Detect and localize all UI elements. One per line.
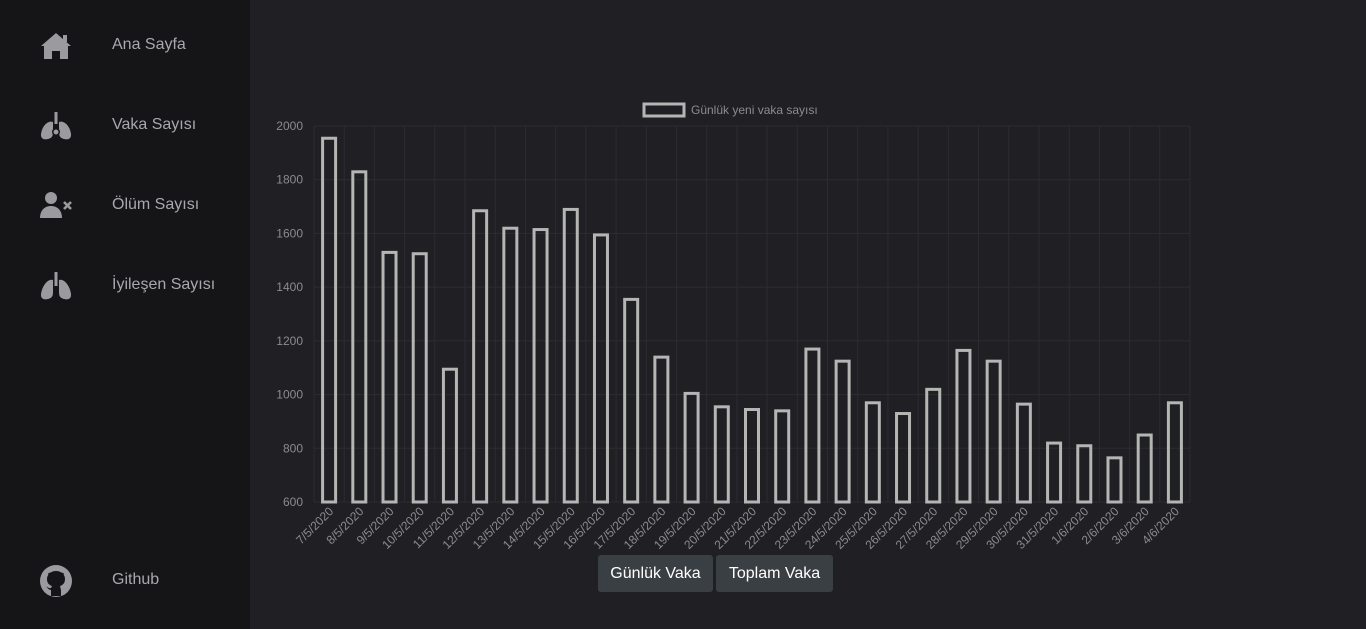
chart-bar xyxy=(562,207,579,504)
chart-bar xyxy=(1015,402,1032,504)
chart-bar xyxy=(864,401,881,504)
sidebar-item-label: Ana Sayfa xyxy=(112,36,186,53)
chart-bar xyxy=(774,409,791,504)
legend-label: Günlük yeni vaka sayısı xyxy=(691,103,818,117)
chart-bar xyxy=(744,408,760,504)
daily-cases-button[interactable]: Günlük Vaka xyxy=(598,555,713,592)
chart-bar xyxy=(351,170,368,504)
total-cases-button[interactable]: Toplam Vaka xyxy=(716,555,833,592)
y-tick-label: 1800 xyxy=(276,173,303,187)
sidebar-item-label: Github xyxy=(112,571,160,588)
chart-bar xyxy=(411,252,428,504)
sidebar-item-label: Vaka Sayısı xyxy=(112,116,197,133)
chart-bar xyxy=(1136,433,1153,504)
virus-lungs-icon xyxy=(38,108,74,144)
chart-bar xyxy=(653,355,670,504)
y-tick-label: 1400 xyxy=(276,280,303,294)
home-icon xyxy=(38,28,74,64)
lungs-icon xyxy=(38,268,74,304)
user-times-icon xyxy=(38,188,74,224)
chart-bar xyxy=(1076,444,1093,504)
sidebar-item-label: İyileşen Sayısı xyxy=(112,276,216,293)
chart-bar xyxy=(1046,441,1063,504)
chart-bar xyxy=(804,347,821,504)
y-tick-label: 800 xyxy=(283,441,303,455)
chart-bar xyxy=(713,405,730,504)
chart-bar xyxy=(592,233,609,504)
sidebar-item-ana-sayfa[interactable]: Ana Sayfa xyxy=(0,16,250,76)
y-tick-label: 2000 xyxy=(276,119,303,133)
daily-cases-chart: 6008001000120014001600180020007/5/20208/… xyxy=(276,102,1191,550)
chart-bar xyxy=(381,250,398,504)
sidebar-item-iyilesen-sayisi[interactable]: İyileşen Sayısı xyxy=(0,256,250,316)
sidebar: Ana Sayfa Vaka Sayısı xyxy=(0,0,250,629)
chart-bar xyxy=(532,228,549,504)
y-tick-label: 1000 xyxy=(276,388,303,402)
chart-bar xyxy=(472,209,489,504)
chart-bar xyxy=(441,367,458,504)
sidebar-item-olum-sayisi[interactable]: Ölüm Sayısı xyxy=(0,176,250,236)
chart-bar xyxy=(955,348,972,504)
y-tick-label: 600 xyxy=(283,495,303,509)
y-tick-label: 1600 xyxy=(276,226,303,240)
github-icon xyxy=(38,563,74,599)
chart-bar xyxy=(834,359,851,504)
sidebar-item-label: Ölüm Sayısı xyxy=(112,196,200,213)
chart-bar xyxy=(895,412,912,504)
y-tick-label: 1200 xyxy=(276,334,303,348)
chart-bar xyxy=(1166,401,1183,504)
chart-bar xyxy=(985,359,1002,504)
chart-bar xyxy=(321,136,338,504)
main-content: 600 800 1000 1200 1400 1600 1800 2000 7/5/2020 8/… xyxy=(250,0,1366,629)
chart-bar xyxy=(683,391,700,504)
chart-bar xyxy=(623,297,640,504)
chart-bar xyxy=(1106,456,1123,504)
chart-bar xyxy=(925,387,942,504)
sidebar-item-vaka-sayisi[interactable]: Vaka Sayısı xyxy=(0,96,250,156)
legend-swatch xyxy=(642,102,686,118)
sidebar-item-github[interactable]: Github xyxy=(0,551,250,611)
chart-bar xyxy=(502,226,519,504)
